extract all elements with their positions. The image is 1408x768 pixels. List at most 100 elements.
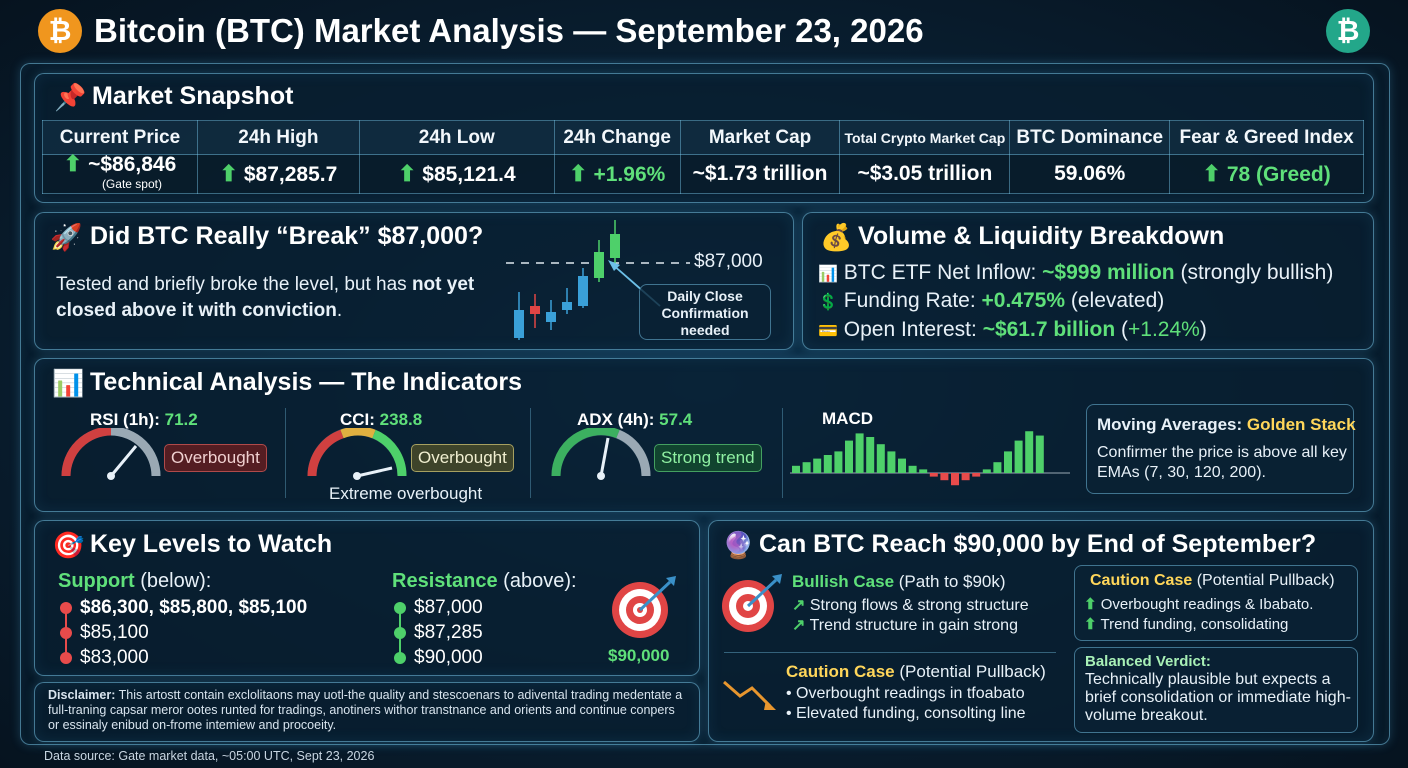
col-total-market-cap: Total Crypto Market Cap (839, 120, 1011, 155)
macd-bar (855, 433, 864, 473)
macd-bar (898, 458, 906, 473)
col-24h-low: 24h Low (358, 120, 555, 155)
bullish-target-icon (722, 574, 782, 632)
crystal-ball-icon: 🔮 (722, 530, 755, 560)
volume-item-etf: 📊 BTC ETF Net Inflow: ~$999 million (str… (818, 261, 1334, 284)
volume-item-oi: 💳 Open Interest: ~$61.7 billion (+1.24%) (818, 318, 1207, 341)
candle-body (594, 252, 604, 278)
moving-averages-box (1086, 404, 1354, 494)
snapshot-title: Market Snapshot (92, 82, 294, 110)
bullish-item-2: ↗ Trend structure in gain strong (792, 617, 1018, 634)
macd-bar (929, 473, 938, 477)
candle-body (514, 310, 524, 338)
disclaimer-panel (34, 682, 700, 742)
snapshot-table: Current Price 24h High 24h Low 24h Chang… (42, 120, 1364, 194)
adx-badge: Strong trend (654, 444, 762, 472)
rsi-label: RSI (1h): 71.2 (90, 410, 198, 429)
value-current-price: ⬆ ~$86,846 (Gate spot) (42, 153, 198, 194)
caution-item-2: • Elevated funding, consolting line (786, 705, 1026, 722)
ma-title: Moving Averages: Golden Stack (1097, 415, 1356, 434)
break-title: Did BTC Really “Break” $87,000? (90, 222, 484, 250)
divider (530, 408, 531, 498)
bullseye-icon (612, 576, 676, 638)
bullish-item-1: ↗ Strong flows & strong structure (792, 597, 1029, 614)
caution-item-1: • Overbought readings in tfoabato (786, 685, 1025, 702)
adx-gauge (551, 428, 651, 480)
value-24h-change: ⬆ +1.96% (553, 154, 681, 194)
data-source: Data source: Gate market data, ~05:00 UT… (44, 749, 375, 763)
macd-bar (940, 473, 949, 481)
macd-bar (866, 437, 875, 473)
arrow-up-icon: ⬆ (1202, 161, 1221, 186)
candle-body (562, 302, 572, 310)
macd-label: MACD (822, 409, 873, 428)
ma-text: Confirmer the price is above all key EMA… (1097, 444, 1347, 481)
levels-title: Key Levels to Watch (90, 530, 333, 558)
macd-bar (845, 440, 853, 473)
technical-title: Technical Analysis — The Indicators (90, 368, 523, 396)
arrow-up-icon: ⬆ (397, 161, 417, 186)
caution-box (1074, 565, 1358, 641)
adx-label: ADX (4h): 57.4 (577, 410, 693, 429)
arrow-up-icon: ⬆ (569, 161, 588, 186)
macd-bar (961, 473, 970, 481)
resistance-level-3: $90,000 (394, 647, 483, 669)
value-market-cap: ~$1.73 trillion (679, 154, 841, 194)
daily-close-callout (639, 284, 771, 340)
cci-gauge (307, 428, 407, 480)
macd-bar (1035, 435, 1044, 473)
support-level-2: $85,100 (60, 622, 149, 644)
daily-close-text: Daily Close Confirmation needed (661, 288, 749, 338)
cci-note: Extreme overbought (329, 484, 483, 503)
page-title: Bitcoin (BTC) Market Analysis — Septembe… (94, 12, 924, 49)
money-icon: 💲 (818, 294, 838, 311)
rsi-gauge (61, 428, 161, 480)
bitcoin-logo-left: ₿ (38, 9, 82, 53)
reach-divider (724, 652, 1056, 653)
volume-panel (802, 212, 1374, 350)
col-current-price: Current Price (42, 120, 198, 155)
verdict-box (1074, 647, 1358, 733)
bullish-heading: Bullish Case (Path to $90k) (792, 572, 1006, 591)
volume-item-funding: 💲 Funding Rate: +0.475% (elevated) (818, 289, 1165, 312)
caution2-item-1: ⬆ Overbought readings & Ibabato. (1084, 596, 1314, 613)
price-note: (Gate spot) (101, 177, 162, 191)
arrow-up-icon: ⬆ (219, 161, 238, 186)
break-description: Tested and briefly broke the level, but … (56, 274, 475, 321)
divider (285, 408, 286, 498)
macd-bar (802, 462, 811, 473)
resistance-heading: Resistance (above): (392, 570, 577, 592)
macd-bar (919, 469, 928, 473)
macd-bar (876, 444, 885, 473)
macd-bar (993, 462, 1002, 473)
caution2-heading: Caution Case (Potential Pullback) (1090, 572, 1335, 589)
value-fear-greed: ⬆ 78 (Greed) (1169, 154, 1364, 194)
resistance-level-2: $87,285 (394, 622, 483, 644)
verdict-text: Technically plausible but expects a brie… (1085, 671, 1351, 724)
value-24h-low: ⬆ $85,121.4 (358, 154, 555, 194)
target-icon: 🎯 (52, 530, 85, 560)
levels-panel (34, 520, 700, 676)
candle-body (578, 276, 588, 306)
cci-badge: Overbought (411, 444, 514, 472)
value-btc-dominance: 59.06% (1009, 154, 1171, 194)
macd-bar (908, 465, 917, 473)
level-87000-label: $87,000 (694, 251, 763, 272)
reach-title: Can BTC Reach $90,000 by End of Septembe… (759, 530, 1317, 558)
col-fear-greed: Fear & Greed Index (1169, 120, 1364, 155)
support-heading: Support (below): (58, 570, 212, 592)
candle-body (530, 306, 540, 314)
rocket-icon: 🚀 (50, 222, 83, 252)
col-24h-high: 24h High (196, 120, 360, 155)
macd-histogram (790, 431, 1070, 486)
macd-bar (1014, 440, 1023, 473)
arrow-up-icon: ⬆ (63, 151, 83, 176)
value-total-market-cap: ~$3.05 trillion (839, 154, 1011, 194)
card-icon: 💳 (818, 323, 838, 340)
candle-body (610, 234, 620, 258)
col-market-cap: Market Cap (679, 120, 841, 155)
pushpin-icon: 📌 (54, 82, 87, 112)
caution-heading: Caution Case (Potential Pullback) (786, 662, 1046, 681)
caution2-item-2: ⬆ Trend funding, consolidating (1084, 616, 1289, 633)
macd-bar (1004, 451, 1012, 473)
